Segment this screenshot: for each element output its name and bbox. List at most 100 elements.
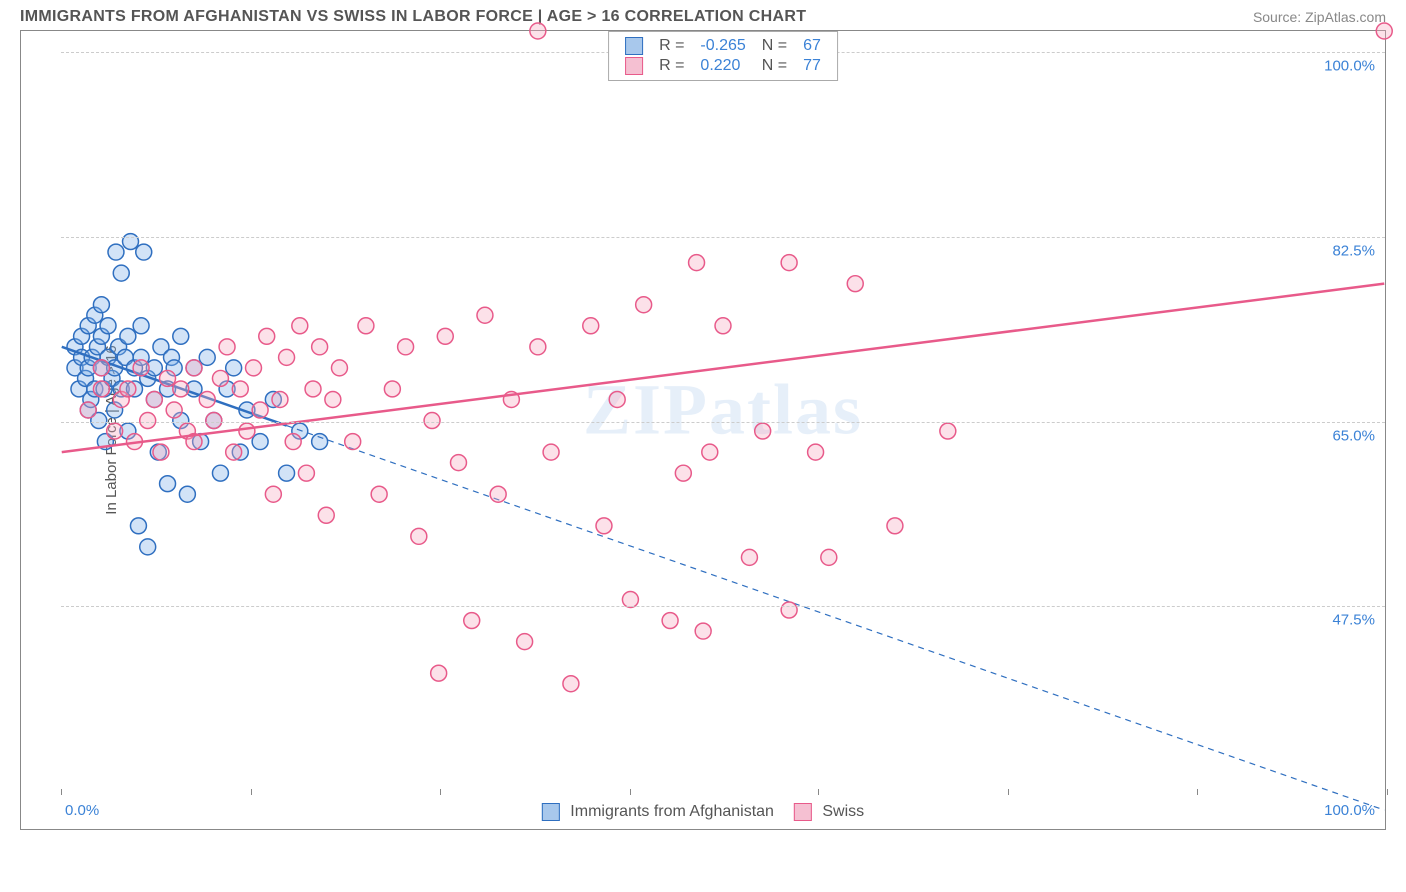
- chart-header: IMMIGRANTS FROM AFGHANISTAN VS SWISS IN …: [0, 0, 1406, 30]
- legend-item: Immigrants from Afghanistan: [542, 803, 774, 821]
- legend-row: R = -0.265 N = 67: [617, 36, 829, 56]
- y-tick-label: 82.5%: [1332, 242, 1375, 259]
- legend-swatch-icon: [625, 57, 643, 75]
- data-point: [530, 339, 546, 355]
- data-point: [108, 244, 124, 260]
- data-point: [662, 613, 678, 629]
- legend-correlation: R = -0.265 N = 67 R = 0.220 N = 77: [608, 31, 838, 81]
- y-tick-label: 65.0%: [1332, 427, 1375, 444]
- gridline: [61, 422, 1385, 423]
- data-point: [371, 486, 387, 502]
- data-point: [675, 465, 691, 481]
- data-point: [702, 444, 718, 460]
- data-point: [808, 444, 824, 460]
- data-point: [173, 328, 189, 344]
- data-point: [887, 518, 903, 534]
- data-point: [1376, 23, 1392, 39]
- legend-row: R = 0.220 N = 77: [617, 56, 829, 76]
- data-point: [543, 444, 559, 460]
- data-point: [331, 360, 347, 376]
- data-point: [140, 413, 156, 429]
- x-axis-min-label: 0.0%: [65, 802, 99, 819]
- data-point: [232, 381, 248, 397]
- y-tick-label: 47.5%: [1332, 612, 1375, 629]
- data-point: [490, 486, 506, 502]
- data-point: [847, 276, 863, 292]
- data-point: [166, 402, 182, 418]
- data-point: [219, 339, 235, 355]
- data-point: [120, 328, 136, 344]
- data-point: [186, 360, 202, 376]
- data-point: [384, 381, 400, 397]
- data-point: [246, 360, 262, 376]
- data-point: [199, 391, 215, 407]
- data-point: [636, 297, 652, 313]
- source-label: Source: ZipAtlas.com: [1253, 9, 1386, 25]
- data-point: [398, 339, 414, 355]
- data-point: [424, 413, 440, 429]
- data-point: [146, 391, 162, 407]
- data-point: [358, 318, 374, 334]
- legend-r-value: -0.265: [692, 36, 753, 56]
- x-tick: [1387, 789, 1388, 795]
- x-tick: [818, 789, 819, 795]
- data-point: [265, 486, 281, 502]
- data-point: [259, 328, 275, 344]
- data-point: [212, 465, 228, 481]
- x-tick: [1008, 789, 1009, 795]
- legend-swatch-icon: [794, 803, 812, 821]
- data-point: [160, 476, 176, 492]
- data-point: [130, 518, 146, 534]
- data-point: [431, 665, 447, 681]
- data-point: [305, 381, 321, 397]
- data-point: [133, 360, 149, 376]
- data-point: [695, 623, 711, 639]
- data-point: [279, 465, 295, 481]
- legend-r-value: 0.220: [692, 56, 753, 76]
- data-point: [781, 602, 797, 618]
- data-point: [437, 328, 453, 344]
- x-tick: [440, 789, 441, 795]
- x-tick: [630, 789, 631, 795]
- data-point: [345, 434, 361, 450]
- data-point: [411, 528, 427, 544]
- data-point: [285, 434, 301, 450]
- data-point: [212, 370, 228, 386]
- data-point: [279, 349, 295, 365]
- data-point: [312, 339, 328, 355]
- data-point: [755, 423, 771, 439]
- data-point: [464, 613, 480, 629]
- data-point: [160, 370, 176, 386]
- x-tick: [61, 789, 62, 795]
- plot-svg: [61, 31, 1385, 789]
- data-point: [199, 349, 215, 365]
- data-point: [113, 265, 129, 281]
- legend-r-label: R =: [651, 36, 692, 56]
- data-point: [133, 318, 149, 334]
- legend-n-label: N =: [754, 56, 795, 76]
- data-point: [206, 413, 222, 429]
- legend-r-label: R =: [651, 56, 692, 76]
- legend-n-label: N =: [754, 36, 795, 56]
- data-point: [563, 676, 579, 692]
- gridline: [61, 237, 1385, 238]
- plot-area: ZIPatlas R = -0.265 N = 67 R = 0.220 N =…: [61, 31, 1385, 789]
- data-point: [252, 402, 268, 418]
- data-point: [583, 318, 599, 334]
- data-point: [715, 318, 731, 334]
- x-axis-max-label: 100.0%: [1324, 802, 1375, 819]
- data-point: [451, 455, 467, 471]
- data-point: [325, 391, 341, 407]
- data-point: [530, 23, 546, 39]
- data-point: [622, 592, 638, 608]
- data-point: [136, 244, 152, 260]
- data-point: [741, 549, 757, 565]
- legend-n-value: 77: [795, 56, 829, 76]
- data-point: [821, 549, 837, 565]
- data-point: [93, 381, 109, 397]
- legend-item-label: Swiss: [822, 803, 864, 820]
- legend-item-label: Immigrants from Afghanistan: [570, 803, 774, 820]
- data-point: [226, 444, 242, 460]
- data-point: [120, 381, 136, 397]
- data-point: [226, 360, 242, 376]
